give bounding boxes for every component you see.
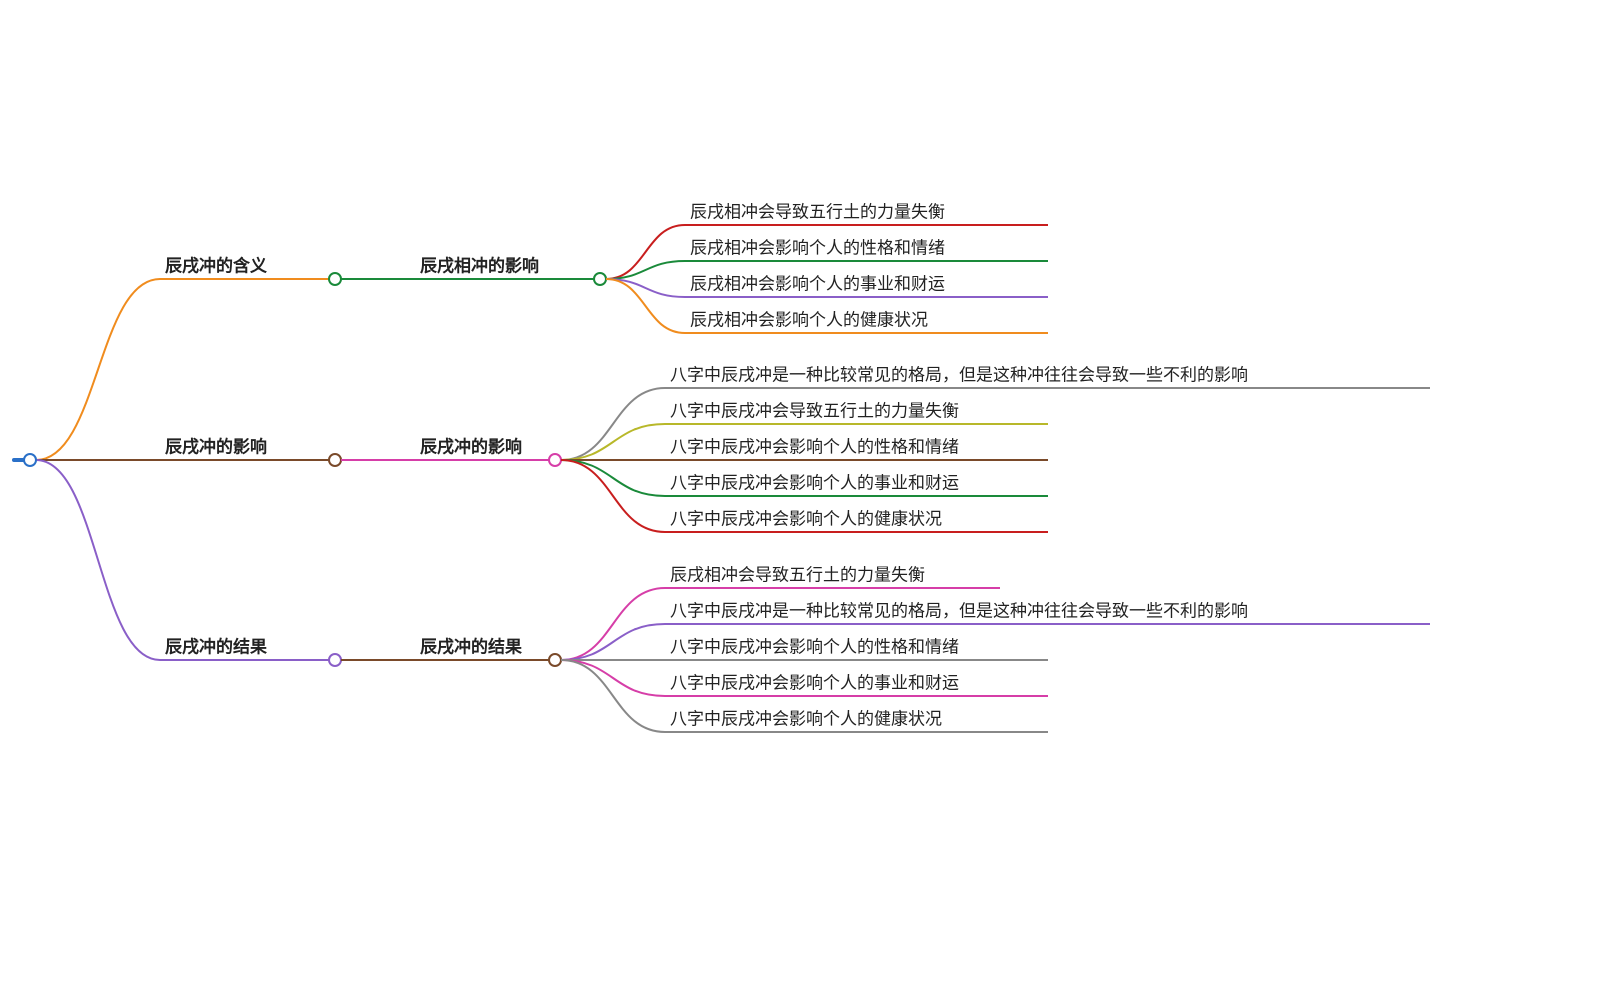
leaf-label: 八字中辰戌冲是一种比较常见的格局，但是这种冲往往会导致一些不利的影响 [670, 601, 1248, 620]
leaf-label: 八字中辰戌冲会导致五行土的力量失衡 [670, 401, 959, 420]
leaf-label: 八字中辰戌冲会影响个人的事业和财运 [670, 473, 959, 492]
leaf-label: 八字中辰戌冲会影响个人的事业和财运 [670, 673, 959, 692]
node-ring [24, 454, 36, 466]
level2-label: 辰戌冲的影响 [420, 436, 522, 456]
edge [561, 588, 665, 660]
node-ring [549, 454, 561, 466]
edge [561, 460, 665, 532]
leaf-label: 辰戌相冲会影响个人的事业和财运 [690, 274, 945, 293]
level1-label: 辰戌冲的结果 [165, 636, 267, 656]
level1-label: 辰戌冲的含义 [165, 255, 267, 275]
leaf-label: 八字中辰戌冲是一种比较常见的格局，但是这种冲往往会导致一些不利的影响 [670, 365, 1248, 384]
edge [561, 388, 665, 460]
edge [36, 460, 160, 660]
node-ring [329, 654, 341, 666]
edge [561, 424, 665, 460]
leaf-label: 八字中辰戌冲会影响个人的健康状况 [670, 509, 942, 528]
edge [561, 460, 665, 496]
level1-label: 辰戌冲的影响 [165, 436, 267, 456]
edge [561, 624, 665, 660]
level2-label: 辰戌相冲的影响 [420, 255, 539, 275]
node-ring [549, 654, 561, 666]
leaf-label: 辰戌相冲会导致五行土的力量失衡 [690, 202, 945, 221]
edge [561, 660, 665, 732]
mindmap-canvas: 辰戌冲的含义辰戌相冲的影响辰戌相冲会导致五行土的力量失衡辰戌相冲会影响个人的性格… [0, 0, 1616, 986]
leaf-label: 八字中辰戌冲会影响个人的性格和情绪 [670, 637, 959, 656]
leaf-label: 辰戌相冲会导致五行土的力量失衡 [670, 565, 925, 584]
edge [36, 279, 160, 460]
node-ring [329, 454, 341, 466]
leaf-label: 辰戌相冲会影响个人的健康状况 [690, 310, 928, 329]
node-ring [594, 273, 606, 285]
leaf-label: 八字中辰戌冲会影响个人的性格和情绪 [670, 437, 959, 456]
level2-label: 辰戌冲的结果 [420, 636, 522, 656]
leaf-label: 辰戌相冲会影响个人的性格和情绪 [690, 238, 945, 257]
edge [561, 660, 665, 696]
leaf-label: 八字中辰戌冲会影响个人的健康状况 [670, 709, 942, 728]
node-ring [329, 273, 341, 285]
